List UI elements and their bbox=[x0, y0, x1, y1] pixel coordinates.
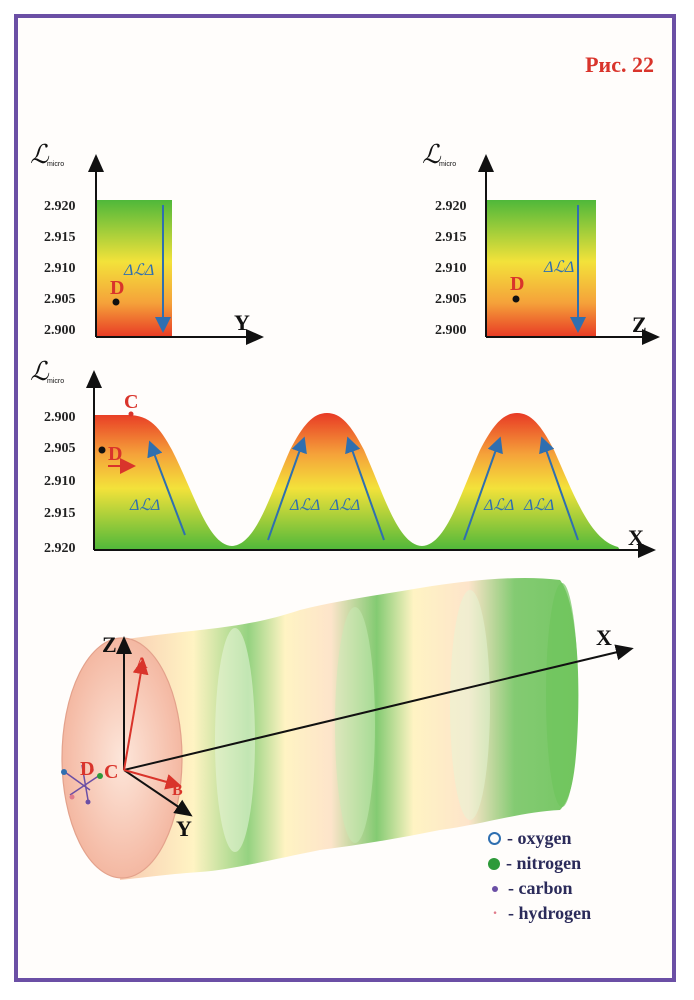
legend-label-hydrogen: - hydrogen bbox=[508, 903, 592, 923]
middle-delta-label-4: ΔℒΔ bbox=[483, 497, 514, 514]
middle-point-c-label: C bbox=[124, 391, 138, 413]
middle-blue-arrow-1 bbox=[147, 440, 186, 536]
cylinder-y-label: Y bbox=[176, 816, 192, 841]
top-right-point-d-label: D bbox=[510, 273, 524, 295]
legend-item-carbon: - carbon bbox=[488, 876, 668, 901]
figure-label: Рис. 22 bbox=[585, 52, 654, 77]
cylinder-x-axis bbox=[123, 644, 634, 771]
top-right-y-subscript: micro bbox=[439, 161, 456, 168]
middle-delta-label-1: ΔℒΔ bbox=[129, 497, 160, 514]
cylinder-point-a-label: A bbox=[136, 655, 148, 672]
cylinder-band-2 bbox=[335, 607, 375, 843]
legend-item-hydrogen: · - hydrogen bbox=[488, 901, 668, 926]
legend-label-oxygen: - oxygen bbox=[507, 828, 572, 848]
cylinder-band-3 bbox=[450, 590, 490, 820]
top-left-axis-letter: Y bbox=[234, 310, 250, 335]
cylinder-point-b-label: B bbox=[172, 782, 183, 799]
middle-delta-label-3: ΔℒΔ bbox=[329, 497, 360, 514]
top-right-tick-1: 2.915 bbox=[435, 230, 467, 245]
legend-label-nitrogen: - nitrogen bbox=[506, 853, 582, 873]
cylinder-3d: Z X Y A B C D bbox=[61, 577, 634, 880]
middle-tick-3: 2.915 bbox=[44, 506, 76, 521]
middle-blue-arrow-2 bbox=[267, 436, 307, 541]
middle-y-label: ℒ bbox=[30, 357, 50, 386]
top-left-point-d-label: D bbox=[110, 277, 124, 299]
middle-delta-label-5: ΔℒΔ bbox=[523, 497, 554, 514]
cylinder-ca-vector bbox=[123, 658, 149, 771]
top-left-delta-label: ΔℒΔ bbox=[123, 262, 154, 279]
middle-blue-arrow-4 bbox=[463, 436, 503, 541]
middle-tick-2: 2.910 bbox=[44, 474, 76, 489]
middle-tick-0: 2.900 bbox=[44, 410, 76, 425]
top-left-y-subscript: micro bbox=[47, 161, 64, 168]
top-left-tick-3: 2.905 bbox=[44, 292, 76, 307]
middle-tick-4: 2.920 bbox=[44, 541, 76, 556]
middle-point-d bbox=[98, 446, 106, 454]
middle-blue-arrow-3 bbox=[345, 436, 385, 541]
top-right-y-label: ℒ bbox=[422, 140, 442, 169]
top-right-point-d bbox=[512, 295, 520, 303]
cylinder-end-band bbox=[546, 583, 578, 807]
top-right-tick-2: 2.910 bbox=[435, 261, 467, 276]
top-left-tick-4: 2.900 bbox=[44, 323, 76, 338]
molecule-cluster bbox=[61, 764, 103, 805]
middle-y-subscript: micro bbox=[47, 378, 64, 385]
top-left-point-d bbox=[112, 298, 120, 306]
cylinder-point-c-label: C bbox=[104, 761, 118, 783]
hydrogen-symbol-icon: · bbox=[492, 904, 498, 922]
top-left-bar bbox=[96, 200, 172, 337]
top-right-delta-label: ΔℒΔ bbox=[543, 259, 574, 276]
top-left-y-label: ℒ bbox=[30, 140, 50, 169]
legend: - oxygen - nitrogen - carbon · - hydroge… bbox=[488, 826, 668, 926]
top-right-bar bbox=[486, 200, 596, 337]
top-right-tick-0: 2.920 bbox=[435, 199, 467, 214]
top-right-plot: ℒ micro 2.920 2.915 2.910 2.905 2.900 Z … bbox=[422, 140, 660, 345]
middle-tick-1: 2.905 bbox=[44, 441, 76, 456]
middle-delta-label-2: ΔℒΔ bbox=[289, 497, 320, 514]
legend-item-nitrogen: - nitrogen bbox=[488, 851, 668, 876]
cylinder-band-1 bbox=[215, 628, 255, 852]
top-left-tick-0: 2.920 bbox=[44, 199, 76, 214]
middle-plot: ℒ micro 2.900 2.905 2.910 2.915 2.920 X … bbox=[30, 357, 656, 558]
top-right-axis-letter: Z bbox=[632, 312, 647, 337]
middle-point-d-label: D bbox=[108, 443, 122, 465]
carbon-symbol-icon bbox=[492, 885, 498, 892]
top-left-tick-2: 2.910 bbox=[44, 261, 76, 276]
middle-wave-area bbox=[94, 413, 620, 550]
cylinder-y-axis bbox=[123, 769, 193, 817]
top-left-plot: ℒ micro 2.920 2.915 2.910 2.905 2.900 Y … bbox=[30, 140, 264, 345]
cylinder-z-label: Z bbox=[102, 632, 117, 657]
nitrogen-symbol-icon bbox=[488, 857, 500, 870]
middle-point-c bbox=[128, 411, 134, 417]
cylinder-x-label: X bbox=[596, 625, 612, 650]
top-left-tick-1: 2.915 bbox=[44, 230, 76, 245]
legend-item-oxygen: - oxygen bbox=[488, 826, 668, 851]
cylinder-point-d-label: D bbox=[80, 758, 94, 780]
oxygen-symbol-icon bbox=[488, 832, 501, 845]
middle-blue-arrow-5 bbox=[539, 436, 579, 541]
middle-axis-letter: X bbox=[628, 525, 644, 550]
cylinder-cb-vector bbox=[123, 769, 182, 790]
top-right-tick-4: 2.900 bbox=[435, 323, 467, 338]
top-right-tick-3: 2.905 bbox=[435, 292, 467, 307]
legend-label-carbon: - carbon bbox=[508, 878, 573, 898]
